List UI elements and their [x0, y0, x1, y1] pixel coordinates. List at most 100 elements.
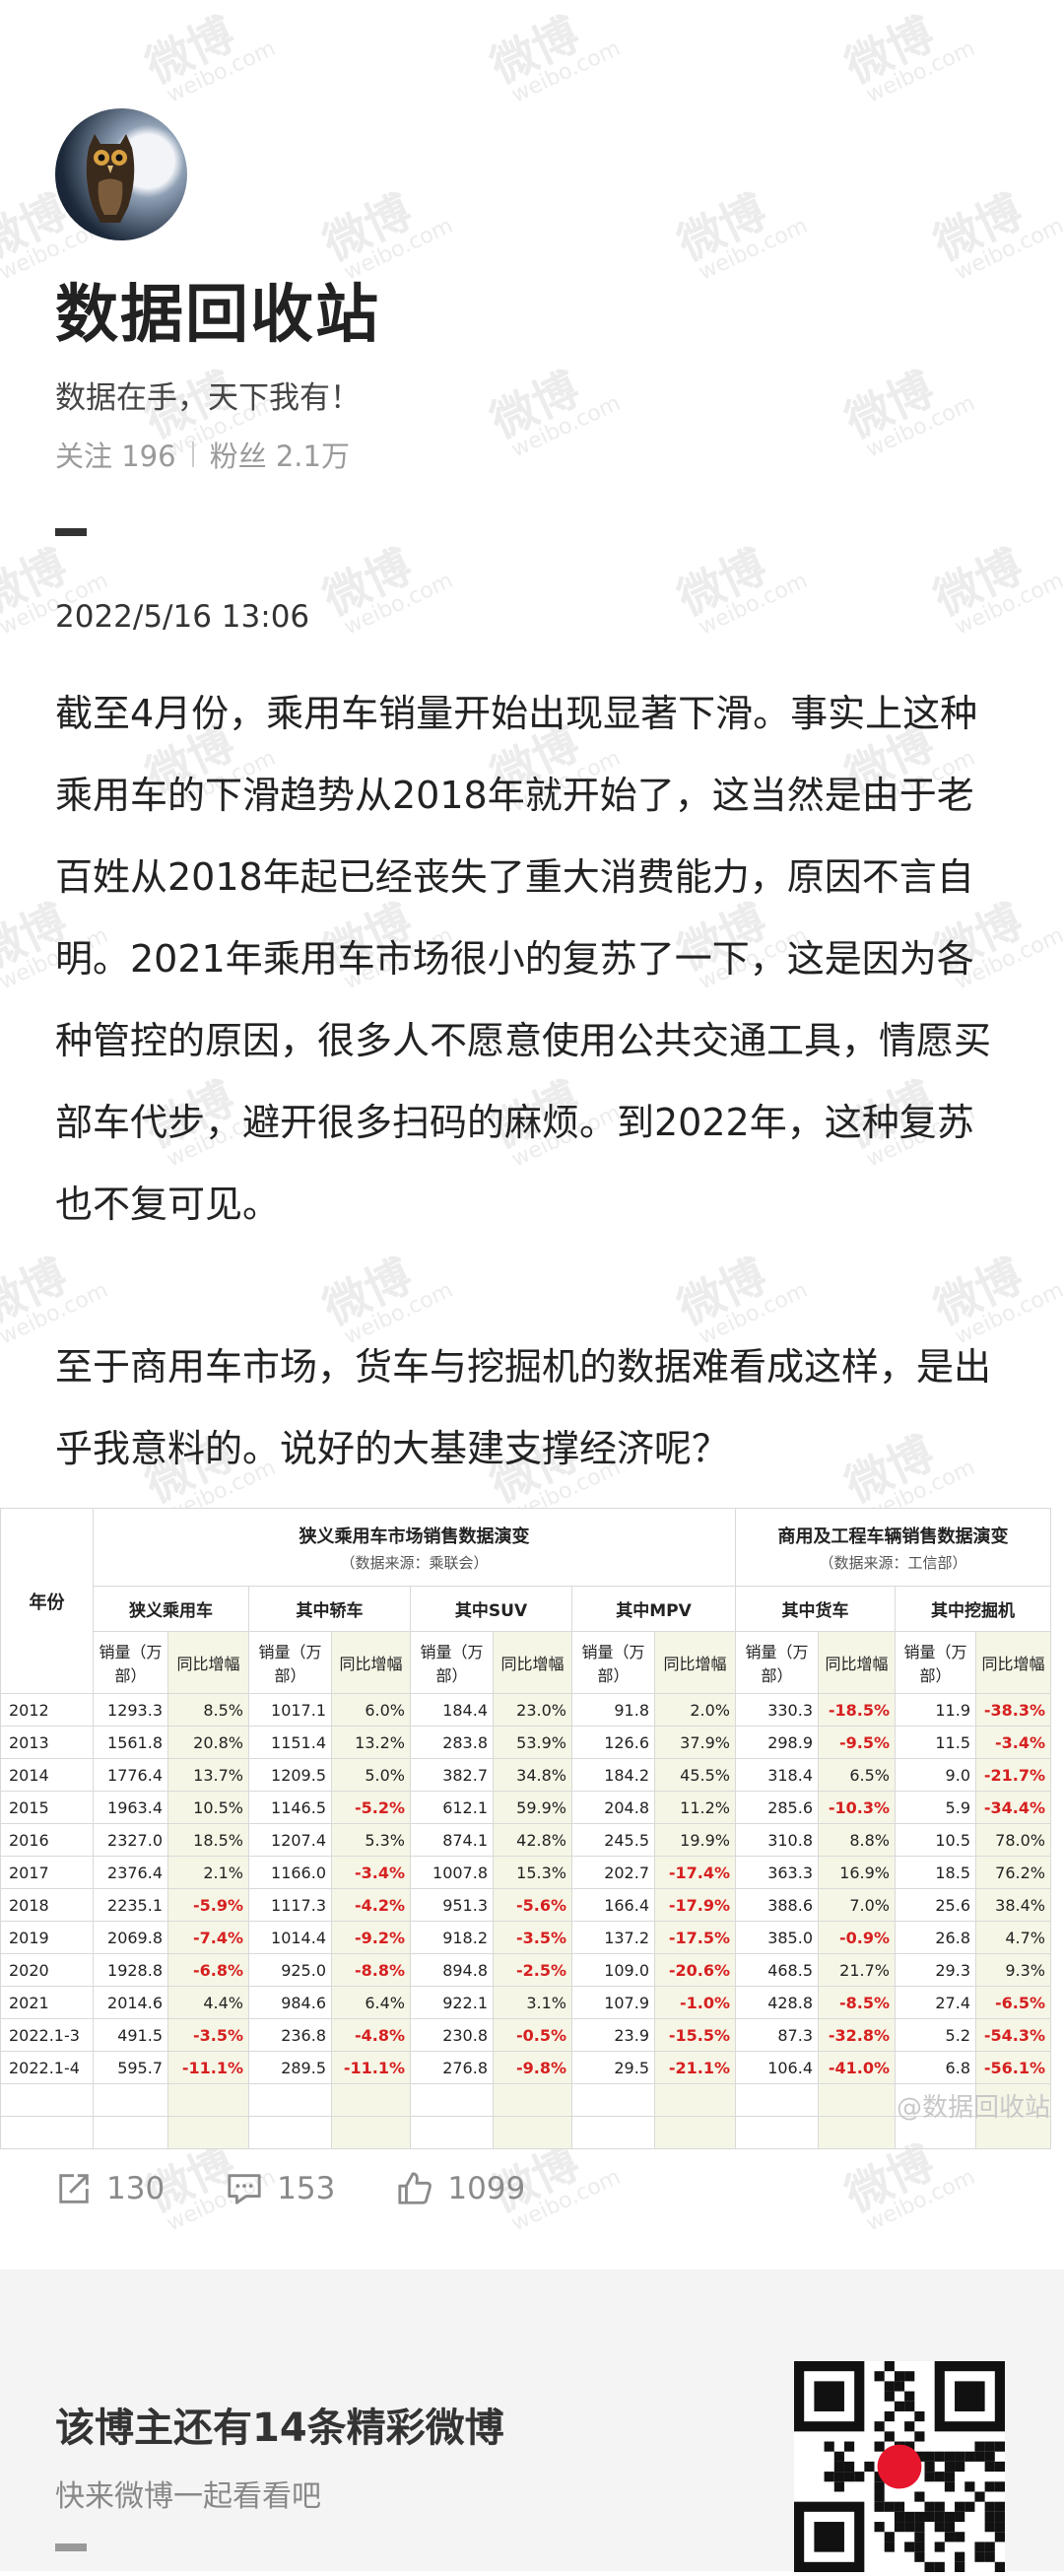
year-header: 年份	[0, 1508, 94, 1694]
sales-subheader: 销量（万部）	[571, 1631, 655, 1694]
sales-cell: 166.4	[571, 1888, 655, 1922]
group1-header: 狭义乘用车市场销售数据演变 （数据来源：乘联会）	[93, 1508, 736, 1587]
yoy-cell: -11.1%	[167, 2051, 249, 2084]
yoy-cell: -0.9%	[818, 1921, 896, 1954]
empty-cell	[818, 2116, 896, 2149]
sales-cell: 2235.1	[93, 1888, 168, 1922]
yoy-cell: 11.2%	[654, 1791, 736, 1824]
table-row: 2018 2235.1 -5.9% 1117.3 -4.2% 951.3 -5.6% 166.…	[0, 1888, 1051, 1922]
watermark-sub: weibo.com	[695, 213, 812, 286]
qr-code[interactable]	[794, 2361, 1005, 2572]
empty-cell	[167, 2083, 249, 2117]
yoy-cell: 45.5%	[654, 1758, 736, 1792]
yoy-cell: -54.3%	[975, 2018, 1051, 2052]
group2-source: （数据来源：工信部）	[819, 1553, 967, 1572]
yoy-cell: -21.7%	[975, 1758, 1051, 1792]
yoy-cell: -0.5%	[493, 2018, 572, 2052]
empty-cell	[493, 2083, 572, 2117]
empty-cell	[93, 2116, 168, 2149]
sales-cell: 925.0	[248, 1953, 332, 1987]
fans-stat[interactable]: 粉丝 2.1万	[210, 434, 350, 475]
empty-cell	[248, 2116, 332, 2149]
sales-cell: 1146.5	[248, 1791, 332, 1824]
watermark-sub: weibo.com	[695, 568, 812, 641]
sales-cell: 1963.4	[93, 1791, 168, 1824]
yoy-cell: 2.0%	[654, 1693, 736, 1727]
year-cell: 2014	[0, 1758, 94, 1792]
yoy-cell: 16.9%	[818, 1856, 896, 1889]
empty-cell	[895, 2116, 976, 2149]
yoy-cell: 78.0%	[975, 1823, 1051, 1857]
empty-cell	[410, 2083, 494, 2117]
post-date: 2022/5/16 13:06	[55, 599, 310, 635]
watermark-sub: weibo.com	[862, 2164, 979, 2237]
yoy-cell: 23.0%	[493, 1693, 572, 1727]
yoy-cell: -5.2%	[331, 1791, 411, 1824]
yoy-cell: -56.1%	[975, 2051, 1051, 2084]
watermark-sub: weibo.com	[862, 35, 979, 108]
sales-cell: 1928.8	[93, 1953, 168, 1987]
comment-button[interactable]: 153	[226, 2170, 335, 2207]
year-cell: 2018	[0, 1888, 94, 1922]
follow-stat[interactable]: 关注 196	[55, 434, 176, 475]
sales-subheader: 销量（万部）	[895, 1631, 976, 1694]
year-cell: 2017	[0, 1856, 94, 1889]
follow-count: 196	[121, 440, 176, 473]
owl-icon	[86, 134, 135, 223]
yoy-cell: -1.0%	[654, 1986, 736, 2019]
action-bar: 130 153 1099	[55, 2170, 525, 2207]
table-row: 2020 1928.8 -6.8% 925.0 -8.8% 894.8 -2.5% 109.0…	[0, 1953, 1051, 1987]
group2-title: 商用及工程车辆销售数据演变	[777, 1525, 1009, 1547]
sales-cell: 1007.8	[410, 1856, 494, 1889]
empty-cell	[248, 2083, 332, 2117]
yoy-cell: -8.8%	[331, 1953, 411, 1987]
yoy-cell: 37.9%	[654, 1726, 736, 1759]
yoy-cell: -17.4%	[654, 1856, 736, 1889]
watermark-sub: weibo.com	[507, 35, 625, 108]
group2-header: 商用及工程车辆销售数据演变 （数据来源：工信部）	[735, 1508, 1051, 1587]
image-watermark: @数据回收站	[896, 2093, 1050, 2123]
year-cell: 2016	[0, 1823, 94, 1857]
empty-cell	[571, 2116, 655, 2149]
yoy-cell: -11.1%	[331, 2051, 411, 2084]
profile-motto: 数据在手，天下我有！	[55, 380, 361, 416]
empty-cell	[571, 2083, 655, 2117]
sales-cell: 289.5	[248, 2051, 332, 2084]
post-image-table[interactable]: 年份 狭义乘用车市场销售数据演变 （数据来源：乘联会） 商用及工程车辆销售数据演变…	[0, 1508, 1064, 2149]
sales-cell: 2327.0	[93, 1823, 168, 1857]
like-button[interactable]: 1099	[396, 2170, 525, 2207]
table-row: 2019 2069.8 -7.4% 1014.4 -9.2% 918.2 -3.5% 137.…	[0, 1921, 1051, 1954]
yoy-cell: -32.8%	[818, 2018, 896, 2052]
year-cell: 2019	[0, 1921, 94, 1954]
sales-table: 年份 狭义乘用车市场销售数据演变 （数据来源：乘联会） 商用及工程车辆销售数据演变…	[0, 1508, 1051, 2149]
year-cell: 2022.1-3	[0, 2018, 94, 2052]
group1-title: 狭义乘用车市场销售数据演变	[299, 1525, 530, 1547]
sales-cell: 26.8	[895, 1921, 976, 1954]
avatar[interactable]	[55, 108, 187, 240]
yoy-cell: 10.5%	[167, 1791, 249, 1824]
watermark-sub: weibo.com	[951, 213, 1064, 286]
sales-cell: 918.2	[410, 1921, 494, 1954]
empty-row	[0, 2116, 1051, 2149]
sales-cell: 9.0	[895, 1758, 976, 1792]
fans-count: 2.1万	[275, 440, 350, 473]
category-header: 狭义乘用车	[93, 1586, 249, 1632]
yoy-cell: 18.5%	[167, 1823, 249, 1857]
yoy-cell: -41.0%	[818, 2051, 896, 2084]
yoy-cell: -5.9%	[167, 1888, 249, 1922]
sales-cell: 184.2	[571, 1758, 655, 1792]
share-button[interactable]: 130	[55, 2170, 165, 2207]
watermark-text: 微博	[314, 184, 420, 271]
footer-banner[interactable]: 该博主还有14条精彩微博 快来微博一起看看吧	[0, 2270, 1064, 2572]
watermark-sub: weibo.com	[507, 390, 625, 463]
share-count: 130	[106, 2171, 166, 2206]
sales-cell: 91.8	[571, 1693, 655, 1727]
yoy-cell: 9.3%	[975, 1953, 1051, 1987]
table-row: 2016 2327.0 18.5% 1207.4 5.3% 874.1 42.8% 245.5…	[0, 1823, 1051, 1857]
footer-title: 该博主还有14条精彩微博	[55, 2406, 504, 2451]
